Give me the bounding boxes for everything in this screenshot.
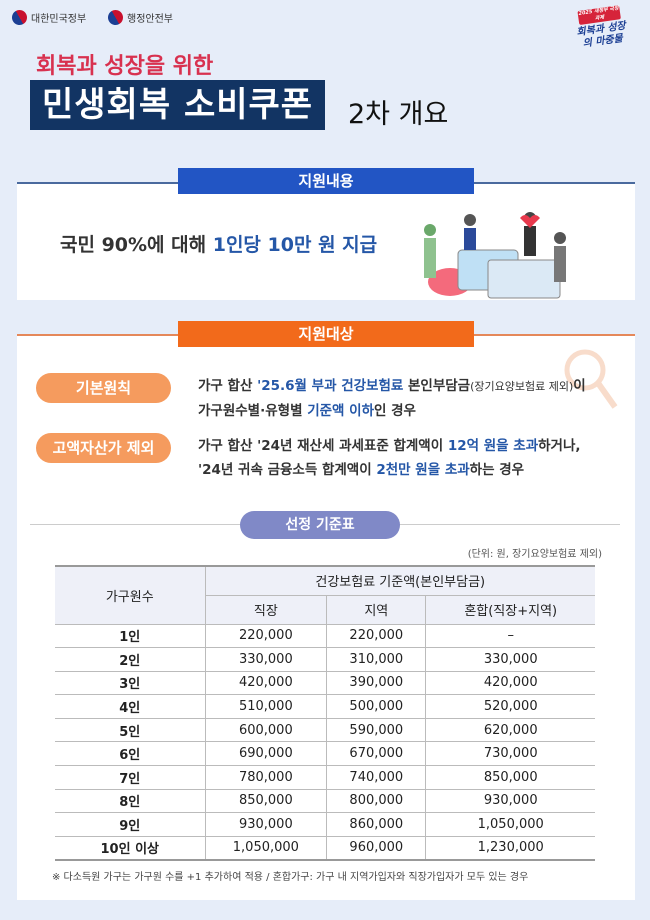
table-cell: 8인 — [55, 788, 206, 814]
table-cell: 310,000 — [326, 647, 427, 672]
criteria-text: 이 — [573, 378, 586, 394]
table-row: 4인 510,000 500,000 520,000 — [55, 694, 595, 719]
table-cell: 6인 — [55, 741, 206, 767]
magnifier-icon — [564, 349, 618, 409]
table-cell: 4인 — [55, 694, 206, 719]
table-cell: 9인 — [55, 812, 206, 837]
table-cell: 780,000 — [204, 765, 328, 790]
table-cell: 930,000 — [425, 788, 595, 814]
table-cell: 730,000 — [425, 741, 595, 767]
table-cell: 1인 — [55, 623, 206, 649]
table-cell: 690,000 — [204, 741, 328, 767]
page-title: 민생회복 소비쿠폰 — [30, 80, 326, 130]
taegeuk-icon — [105, 7, 126, 28]
table-cell: 960,000 — [326, 835, 427, 861]
page-title-suffix: 2차 개요 — [348, 99, 449, 130]
table-row: 8인 850,000 800,000 930,000 — [55, 788, 595, 814]
criteria-line: '24년 귀속 금융소득 합계액이 2천만 원을 초과하는 경우 — [198, 458, 581, 482]
section-heading-support-content: 지원내용 — [178, 168, 474, 194]
table-cell: 740,000 — [326, 765, 427, 790]
table-cell: 850,000 — [204, 788, 328, 814]
criteria-text: '24년 귀속 금융소득 합계액이 — [198, 462, 377, 478]
table-cell: 5인 — [55, 717, 206, 743]
criteria-text: 가구 합산 '24년 재산세 과세표준 합계액이 — [198, 438, 448, 454]
criteria-highlight: 기준액 이하 — [307, 403, 375, 419]
table-cell: 3인 — [55, 670, 206, 696]
header-household: 가구원수 — [55, 565, 206, 625]
table-cell: 220,000 — [326, 623, 427, 649]
table-cell: 670,000 — [326, 741, 427, 767]
campaign-badge: 2025 새정부 국정과제 회복과 성장의 마중물 — [569, 4, 632, 52]
table-row: 2인 330,000 310,000 330,000 — [55, 647, 595, 672]
table-cell: 620,000 — [425, 717, 595, 743]
table-cell: 800,000 — [326, 788, 427, 814]
table-row: 9인 930,000 860,000 1,050,000 — [55, 812, 595, 837]
criteria-table: 가구원수 건강보험료 기준액(본인부담금) 직장 지역 혼합(직장+지역) 1인… — [55, 565, 595, 861]
table-cell: 510,000 — [204, 694, 328, 719]
table-cell: 330,000 — [204, 647, 328, 672]
header-col: 지역 — [326, 594, 427, 625]
table-cell: 1,050,000 — [425, 812, 595, 837]
message-text: 국민 90%에 대해 — [60, 234, 213, 256]
criteria-text: 가구원수별·유형별 — [198, 403, 308, 419]
criteria-line: 가구원수별·유형별 기준액 이하인 경우 — [198, 399, 586, 423]
criteria-basic-text: 가구 합산 '25.6월 부과 건강보험료 본인부담금(장기요양보험료 제외)이… — [198, 374, 586, 423]
criteria-label-basic: 기본원칙 — [36, 373, 171, 403]
table-cell: 7인 — [55, 765, 206, 790]
table-cell: 600,000 — [204, 717, 328, 743]
criteria-line: 가구 합산 '25.6월 부과 건강보험료 본인부담금(장기요양보험료 제외)이 — [198, 374, 586, 399]
criteria-text: (장기요양보험료 제외) — [470, 380, 574, 393]
table-cell: 1,230,000 — [425, 835, 595, 861]
criteria-highlight: 2천만 원을 초과 — [376, 462, 470, 478]
header-col: 직장 — [205, 594, 328, 625]
table-cell: 860,000 — [326, 812, 427, 837]
criteria-label-asset: 고액자산가 제외 — [36, 433, 171, 463]
header-col: 혼합(직장+지역) — [425, 594, 595, 625]
criteria-text: 하는 경우 — [469, 462, 525, 478]
table-title: 선정 기준표 — [240, 511, 400, 539]
support-message: 국민 90%에 대해 1인당 10만 원 지급 — [60, 230, 377, 257]
table-row: 10인 이상 1,050,000 960,000 1,230,000 — [55, 835, 595, 861]
criteria-text: 본인부담금 — [403, 378, 471, 394]
table-row: 1인 220,000 220,000– — [55, 623, 595, 649]
table-cell: 520,000 — [425, 694, 595, 719]
header-group: 건강보험료 기준액(본인부담금) — [204, 565, 595, 596]
table-row: 3인 420,000 390,000 420,000 — [55, 670, 595, 696]
table-cell: 2인 — [55, 647, 206, 672]
criteria-text: 하거나, — [538, 438, 581, 454]
table-cell: 330,000 — [425, 647, 595, 672]
table-cell: 500,000 — [326, 694, 427, 719]
table-cell: 390,000 — [326, 670, 427, 696]
criteria-highlight: '25.6월 부과 건강보험료 — [257, 378, 404, 394]
table-cell: 220,000 — [204, 623, 328, 649]
table-row: 7인 780,000 740,000 850,000 — [55, 765, 595, 790]
footnote: ※ 다소득원 가구는 가구원 수를 +1 추가하여 적용 / 혼합가구: 가구 … — [52, 872, 529, 883]
logo-ministry: 행정안전부 — [105, 7, 173, 28]
criteria-line: 가구 합산 '24년 재산세 과세표준 합계액이 12억 원을 초과하거나, — [198, 434, 581, 458]
table-cell: 930,000 — [204, 812, 328, 837]
table-cell: 850,000 — [425, 765, 595, 790]
logo-korea-government: 대한민국정부 — [9, 7, 87, 28]
taegeuk-icon — [9, 7, 30, 28]
logo-text: 대한민국정부 — [31, 14, 87, 25]
criteria-highlight: 12억 원을 초과 — [447, 438, 539, 454]
table-cell: 10인 이상 — [55, 835, 206, 861]
table-cell: 420,000 — [425, 670, 595, 696]
people-coupon-illustration — [424, 212, 566, 299]
section-heading-support-target: 지원대상 — [178, 321, 474, 347]
criteria-text: 가구 합산 — [198, 378, 258, 394]
subtitle: 회복과 성장을 위한 — [36, 54, 214, 79]
table-cell: 420,000 — [204, 670, 328, 696]
criteria-text: 인 경우 — [374, 403, 416, 419]
table-cell: 590,000 — [326, 717, 427, 743]
message-highlight: 1인당 10만 원 지급 — [212, 234, 378, 256]
table-row: 6인 690,000 670,000 730,000 — [55, 741, 595, 767]
table-row: 5인 600,000 590,000 620,000 — [55, 717, 595, 743]
logo-text: 행정안전부 — [127, 14, 173, 25]
table-cell: – — [425, 623, 595, 649]
table-cell: 1,050,000 — [204, 835, 328, 861]
criteria-asset-text: 가구 합산 '24년 재산세 과세표준 합계액이 12억 원을 초과하거나, '2… — [198, 434, 581, 482]
table-unit: (단위: 원, 장기요양보험료 제외) — [467, 549, 602, 560]
